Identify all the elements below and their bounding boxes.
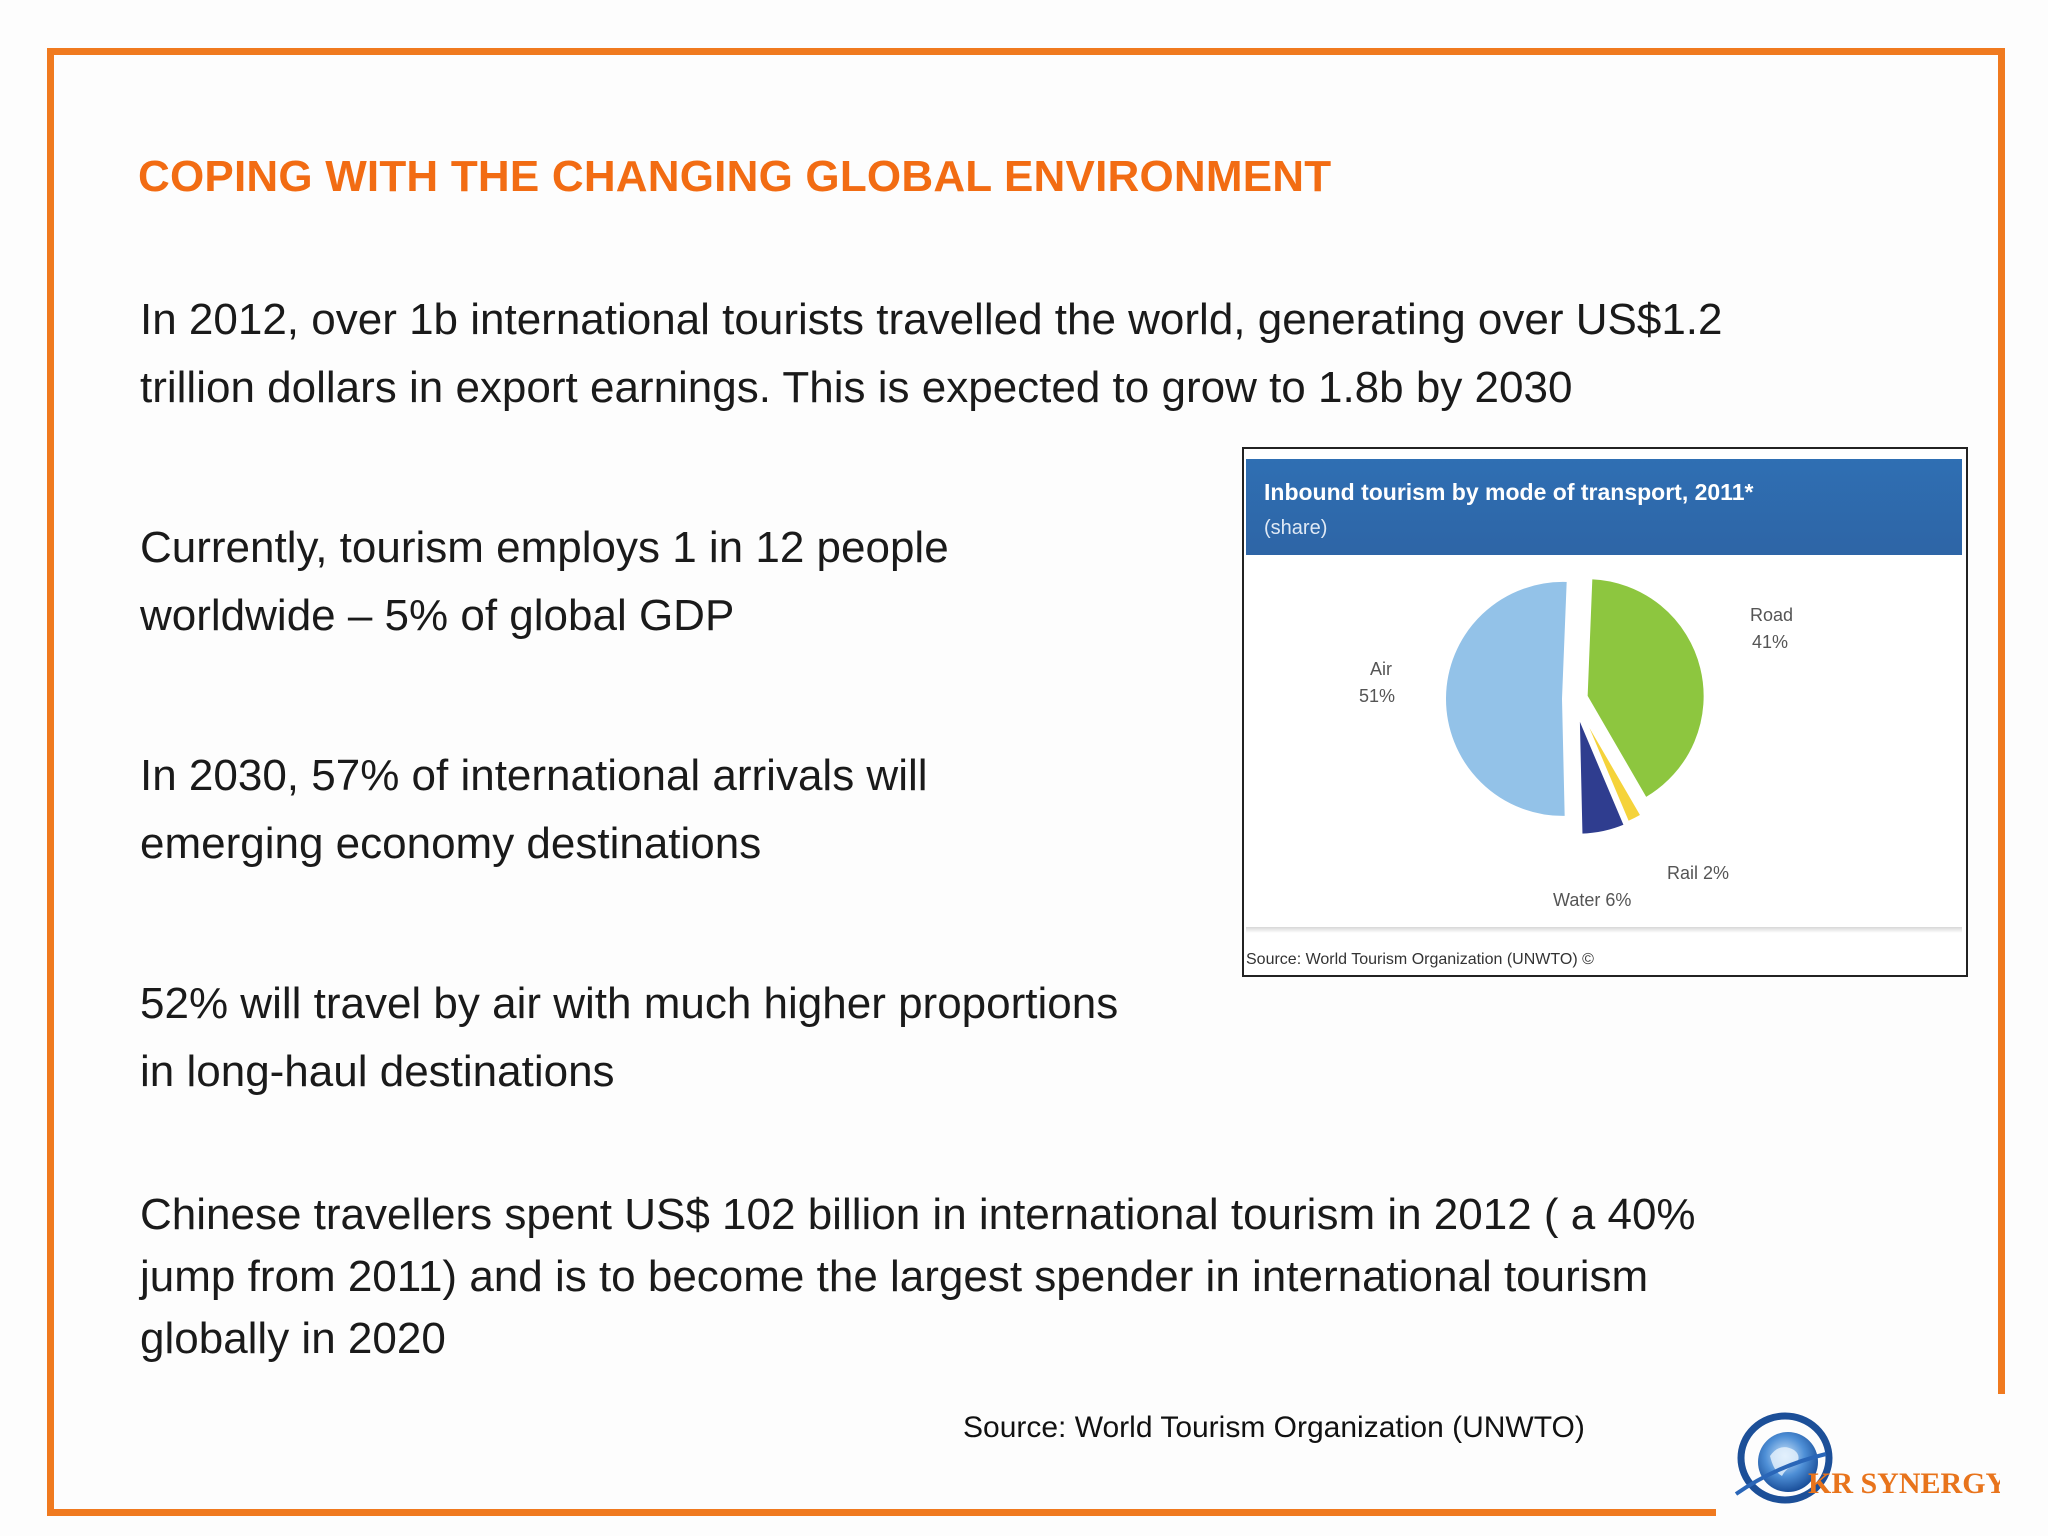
logo-swoosh	[1734, 1452, 1827, 1496]
slide-frame	[47, 48, 2005, 1516]
paragraph-line: emerging economy destinations	[140, 819, 762, 868]
pie-slice-rail	[1581, 712, 1643, 824]
slice-label-water: Water 6%	[1553, 890, 1631, 910]
paragraph-chinese-travellers: Chinese travellers spent US$ 102 billion…	[140, 1184, 1696, 1370]
paragraph-line: worldwide – 5% of global GDP	[140, 591, 735, 640]
kr-synergy-logo: KR SYNERGY	[1734, 1412, 2000, 1504]
chart-header: Inbound tourism by mode of transport, 20…	[1246, 459, 1962, 555]
paragraph-line: Chinese travellers spent US$ 102 billion…	[140, 1190, 1696, 1239]
paragraph-arrivals: In 2030, 57% of international arrivals w…	[140, 742, 928, 878]
chart-title: Inbound tourism by mode of transport, 20…	[1264, 479, 1754, 505]
pie-slice-air	[1444, 579, 1569, 818]
chart-divider	[1246, 927, 1962, 933]
chart-subtitle: (share)	[1264, 517, 1328, 539]
paragraph-line: Currently, tourism employs 1 in 12 peopl…	[140, 523, 949, 572]
paragraph-line: trillion dollars in export earnings. Thi…	[140, 363, 1573, 412]
slice-label-rail: Rail 2%	[1667, 863, 1729, 883]
paragraph-employment: Currently, tourism employs 1 in 12 peopl…	[140, 514, 949, 650]
paragraph-line: in long-haul destinations	[140, 1047, 615, 1096]
paragraph-tourists: In 2012, over 1b international tourists …	[140, 286, 1723, 422]
slice-label-road-value: 41%	[1752, 632, 1788, 652]
slide-title: COPING WITH THE CHANGING GLOBAL ENVIRONM…	[138, 152, 1332, 201]
pie-slice-water	[1577, 716, 1627, 836]
pie-chart-panel: Inbound tourism by mode of transport, 20…	[1242, 447, 1968, 977]
paragraph-line: jump from 2011) and is to become the lar…	[140, 1252, 1649, 1301]
paragraph-line: 52% will travel by air with much higher …	[140, 979, 1119, 1028]
pie-slice-road	[1585, 577, 1706, 800]
slice-label-air-name: Air	[1370, 659, 1392, 679]
logo-orbit-ring	[1737, 1412, 1833, 1504]
paragraph-line: In 2030, 57% of international arrivals w…	[140, 751, 928, 800]
paragraph-line: In 2012, over 1b international tourists …	[140, 295, 1723, 344]
logo-text: KR SYNERGY	[1808, 1467, 2000, 1500]
slice-label-air-value: 51%	[1359, 686, 1395, 706]
pie-chart: Road 41% Air 51% Rail 2% Water 6%	[1359, 577, 1793, 910]
slice-label-road-name: Road	[1750, 605, 1793, 625]
footer-source: Source: World Tourism Organization (UNWT…	[963, 1411, 1585, 1444]
chart-source: Source: World Tourism Organization (UNWT…	[1246, 951, 1594, 968]
paragraph-line: globally in 2020	[140, 1314, 446, 1363]
paragraph-air-travel: 52% will travel by air with much higher …	[140, 970, 1118, 1106]
